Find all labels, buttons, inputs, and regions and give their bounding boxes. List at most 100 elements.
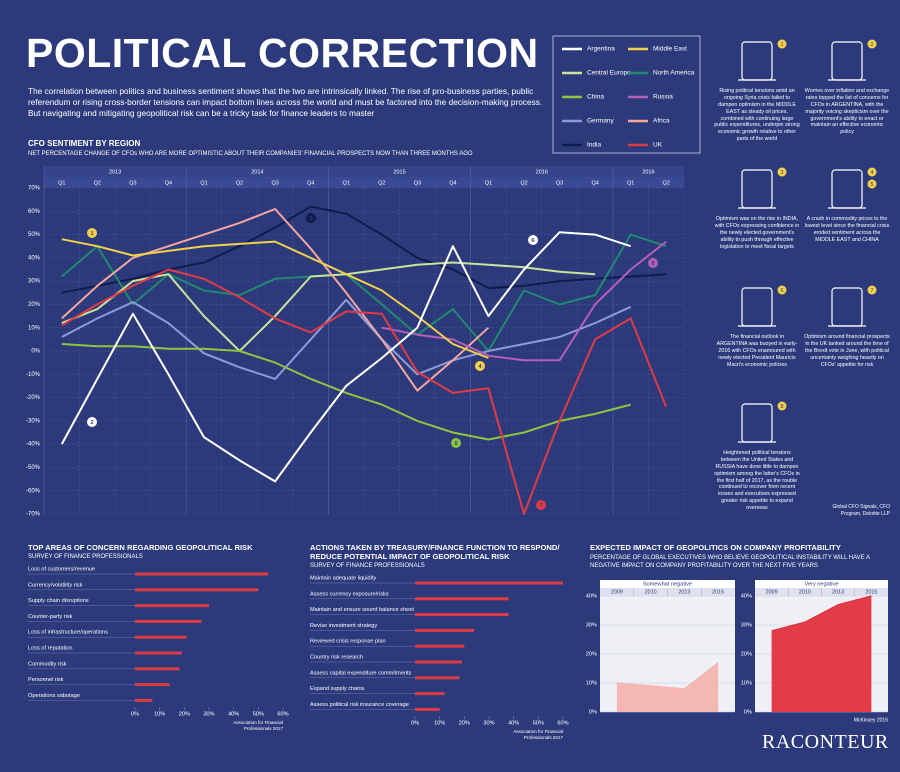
x-tick-label: 2009 xyxy=(611,589,623,595)
series-line xyxy=(61,205,667,294)
x-tick-label: 50% xyxy=(533,721,544,727)
icon xyxy=(741,169,773,209)
bar xyxy=(415,628,475,632)
x-tick-label: 30% xyxy=(483,721,494,727)
y-tick-label: 30% xyxy=(741,622,752,628)
badge-number: 4 xyxy=(870,170,873,176)
year-label: 2016 xyxy=(642,169,654,175)
legend-label: Russia xyxy=(653,94,673,101)
intro: The correlation between politics and bus… xyxy=(28,86,543,118)
x-tick-label: 2010 xyxy=(799,589,811,595)
y-tick-label: 0% xyxy=(589,709,597,715)
y-tick-label: -40% xyxy=(26,442,41,448)
y-tick-label: 20% xyxy=(586,651,597,657)
badge xyxy=(867,179,877,189)
panel-title: Somewhat negative xyxy=(643,581,692,587)
badge-number: 3 xyxy=(780,170,783,176)
category-label: Loss of reputation xyxy=(28,645,72,651)
annotation-text: A crash in commodity prices to the lowes… xyxy=(804,216,890,243)
y-tick-label: -30% xyxy=(26,418,41,424)
y-tick-label: 20% xyxy=(741,651,752,657)
x-tick-label: 0% xyxy=(411,721,419,727)
x-tick-label: 2010 xyxy=(645,589,657,595)
badge-number: 1 xyxy=(780,42,783,48)
category-label: Maintain adequate liquidity xyxy=(310,575,376,581)
quarter-label: Q3 xyxy=(271,180,278,186)
bar xyxy=(415,597,509,601)
series-line xyxy=(61,238,489,359)
y-tick-label: 40% xyxy=(28,255,41,261)
area-line xyxy=(771,595,872,632)
legend-label: UK xyxy=(653,142,663,149)
y-tick-label: 10% xyxy=(586,680,597,686)
legend-label: Africa xyxy=(653,118,670,125)
chart-subtitle: PERCENTAGE OF GLOBAL EXECUTIVES WHO BELI… xyxy=(590,555,870,569)
chart-marker xyxy=(87,417,97,427)
category-label: Personnel risk xyxy=(28,677,64,683)
category-label: Assess capital expenditure commitments xyxy=(310,670,412,676)
chart-marker xyxy=(451,438,461,448)
annotation-text: Optimism around financial prospects in t… xyxy=(804,334,890,368)
y-tick-label: 10% xyxy=(741,680,752,686)
legend-label: Argentina xyxy=(587,46,615,53)
series-line xyxy=(381,240,667,362)
category-label: Counter-party risk xyxy=(28,614,73,620)
legend-label: Germany xyxy=(587,118,614,125)
series-line xyxy=(61,233,667,352)
bar xyxy=(135,667,180,671)
badge-number: 2 xyxy=(870,42,873,48)
category-label: Currency/volatility risk xyxy=(28,582,83,588)
series-line xyxy=(61,208,490,392)
icon xyxy=(741,41,773,81)
badge xyxy=(777,167,787,177)
badge-number: 5 xyxy=(870,182,873,188)
quarter-label: Q2 xyxy=(663,180,670,186)
chart-subtitle: SURVEY OF FINANCE PROFESSIONALS xyxy=(28,554,143,560)
bar xyxy=(135,572,269,576)
legend-box xyxy=(552,35,701,154)
y-tick-label: 30% xyxy=(586,622,597,628)
x-tick-label: 2015 xyxy=(865,589,877,595)
quarter-label: Q1 xyxy=(485,180,492,186)
legend-label: China xyxy=(587,94,604,101)
bar xyxy=(415,644,465,648)
quarter-label: Q4 xyxy=(307,180,314,186)
x-tick-label: 60% xyxy=(277,712,288,718)
annotation-text: Optimism was on the rise in INDIA, with … xyxy=(714,216,800,250)
year-label: 2015 xyxy=(393,169,405,175)
bar xyxy=(415,707,440,711)
chart-subtitle: SURVEY OF FINANCE PROFESSIONALS xyxy=(310,563,425,569)
icon xyxy=(831,287,863,327)
chart-source: Association for Financial Professionals … xyxy=(233,720,283,731)
bar xyxy=(415,692,445,696)
chart-marker-number: 5 xyxy=(454,441,457,447)
y-tick-label: 40% xyxy=(586,593,597,599)
category-label: Assess currency exposure/risks xyxy=(310,591,389,597)
y-tick-label: -60% xyxy=(26,488,41,494)
annotation-source: Global CFO Signals, CFO Program, Deloitt… xyxy=(832,504,890,517)
panel-header xyxy=(600,580,735,588)
category-label: Supply chain disruptions xyxy=(28,598,89,604)
annotation-text: Rising political tensions amid an ongoin… xyxy=(714,88,800,143)
bar xyxy=(135,604,209,608)
badge xyxy=(777,39,787,49)
category-label: Country risk research xyxy=(310,654,363,660)
chart-marker xyxy=(475,361,485,371)
y-tick-label: -20% xyxy=(26,395,41,401)
chart-marker-number: 8 xyxy=(651,261,654,267)
page-title: POLITICAL CORRECTION xyxy=(26,30,539,76)
chart-marker xyxy=(306,213,316,223)
annotation-text: Heightened political tensions between th… xyxy=(714,450,800,511)
y-tick-label: 0% xyxy=(744,709,752,715)
quarter-label: Q1 xyxy=(200,180,207,186)
quarter-label: Q4 xyxy=(449,180,456,186)
x-tick-label: 2009 xyxy=(766,589,778,595)
y-tick-label: 20% xyxy=(28,302,41,308)
brand: RACONTEUR xyxy=(762,731,889,753)
series-line xyxy=(61,268,668,515)
icon xyxy=(741,403,773,443)
badge-number: 6 xyxy=(780,288,783,294)
chart-title: ACTIONS TAKEN BY TREASURY/FINANCE FUNCTI… xyxy=(310,543,560,562)
category-label: Reviewed crisis response plan xyxy=(310,639,386,645)
